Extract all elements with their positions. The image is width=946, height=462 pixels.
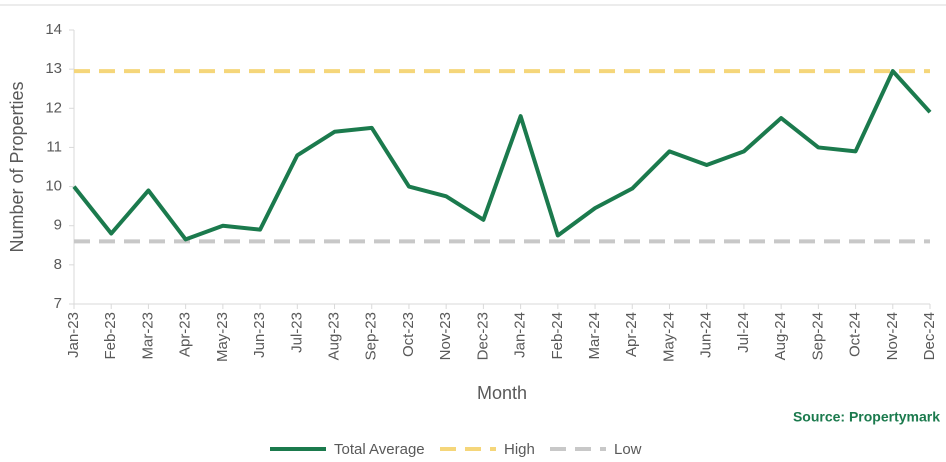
y-tick-label: 9 <box>54 217 62 234</box>
x-tick-label: Aug-23 <box>325 312 342 360</box>
x-tick-label: Feb-24 <box>549 312 566 360</box>
x-tick-label: Dec-24 <box>921 312 938 360</box>
x-tick-label: Sep-24 <box>809 312 826 360</box>
y-tick-label: 12 <box>45 99 62 116</box>
x-tick-label: Mar-24 <box>586 312 603 360</box>
x-tick-label: Jan-23 <box>65 312 82 358</box>
x-tick-label: Jan-24 <box>512 312 529 358</box>
legend-label: Total Average <box>334 441 425 458</box>
source: Source: Propertymark <box>793 409 940 425</box>
x-tick-label: Nov-24 <box>884 312 901 360</box>
series-line <box>72 69 932 242</box>
y-tick-label: 10 <box>45 178 62 195</box>
x-tick-label: May-24 <box>660 312 677 362</box>
x-tick-label: Jun-23 <box>251 312 268 358</box>
x-axis-title: Month <box>477 383 527 403</box>
y-tick-label: 7 <box>54 295 62 312</box>
y-axis-title: Number of Properties <box>7 81 27 252</box>
y-tick-label: 11 <box>46 138 62 155</box>
legend-label: High <box>504 441 535 458</box>
x-tick-label: Apr-24 <box>623 312 640 357</box>
x-tick-label: Mar-23 <box>139 312 156 360</box>
x-tick-label: Oct-23 <box>400 312 417 357</box>
x-tick-label: Aug-24 <box>772 312 789 360</box>
y-tick-label: 13 <box>45 60 62 77</box>
x-tick-label: Oct-24 <box>847 312 864 357</box>
x-tick-label: May-23 <box>214 312 231 362</box>
x-tick-label: Nov-23 <box>437 312 454 360</box>
y-tick-label: 14 <box>45 21 62 38</box>
x-tick-label: Jun-24 <box>698 312 715 358</box>
x-tick-label: Sep-23 <box>363 312 380 360</box>
x-tick-label: Dec-23 <box>474 312 491 360</box>
x-tick-label: Jul-23 <box>288 312 305 353</box>
x-tick-label: Jul-24 <box>735 312 752 353</box>
legend-label: Low <box>614 441 642 458</box>
y-tick-label: 8 <box>54 256 62 273</box>
x-tick-label: Feb-23 <box>102 312 119 360</box>
x-tick-label: Apr-23 <box>177 312 194 357</box>
